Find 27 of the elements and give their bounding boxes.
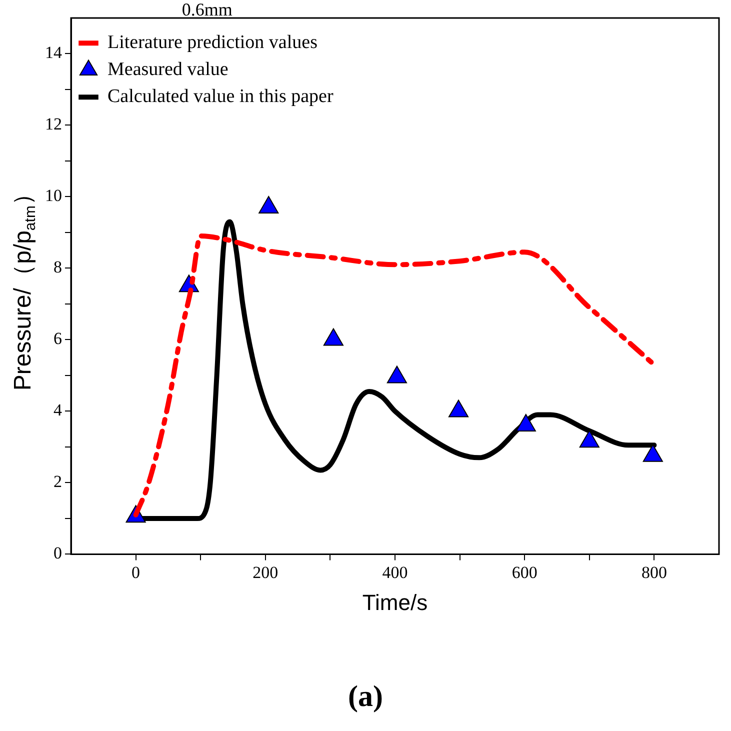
point — [386, 366, 407, 384]
y-tick-label: 6 — [54, 329, 62, 348]
point — [642, 444, 663, 462]
x-tick-label: 400 — [382, 562, 408, 582]
text: (a) — [348, 680, 383, 713]
point — [323, 328, 344, 346]
y-axis-title: Pressure/（p/patm） — [10, 182, 40, 391]
y-tick-label: 4 — [54, 400, 62, 420]
x-tick-label: 200 — [252, 562, 278, 582]
point — [516, 414, 536, 432]
y-tick-label: 8 — [54, 258, 62, 277]
x-tick-label: 800 — [641, 562, 667, 582]
y-tick-label: 12 — [45, 114, 62, 134]
y-tick-label: 10 — [45, 186, 62, 206]
point — [448, 400, 469, 418]
point — [258, 196, 279, 214]
x-tick-label: 0 — [132, 562, 140, 582]
x-axis-title: Time/s — [362, 590, 428, 615]
x-tick-label: 600 — [512, 562, 538, 582]
legend-label: Measured value — [108, 59, 228, 80]
y-tick-label: 14 — [45, 43, 62, 62]
legend-label: Calculated value in this paper — [108, 86, 334, 108]
legend-title: 0.6mm — [182, 0, 232, 20]
y-tick-label: 0 — [54, 544, 62, 563]
y-tick-label: 2 — [54, 472, 62, 492]
legend-label: Literature prediction values — [108, 32, 318, 54]
point — [579, 430, 600, 448]
